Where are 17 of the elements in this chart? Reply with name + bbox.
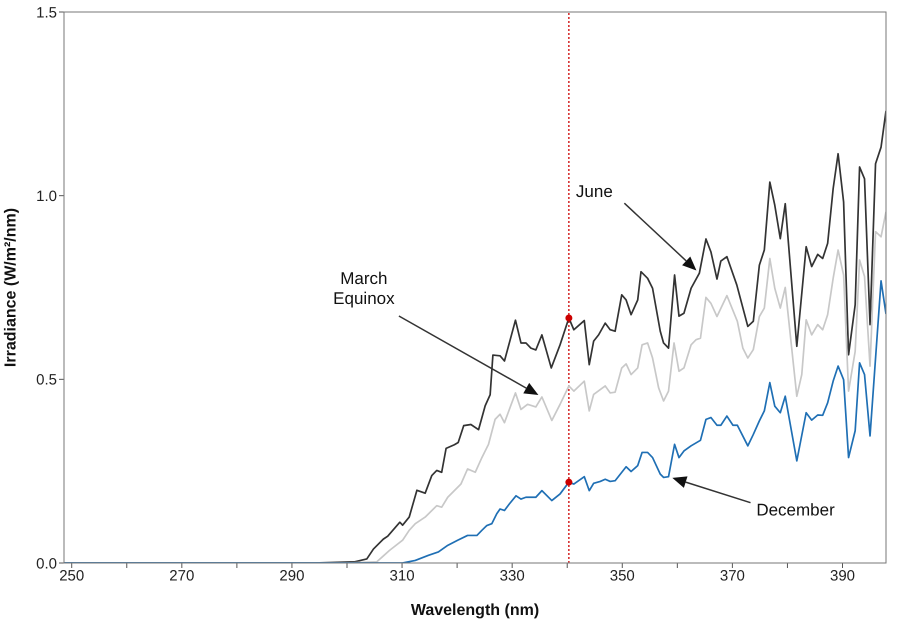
- x-tick-label: 250: [59, 568, 84, 585]
- x-tick-label: 330: [500, 568, 525, 585]
- x-tick-label: 310: [390, 568, 415, 585]
- y-tick-label: 0.0: [36, 555, 57, 572]
- x-tick-label: 390: [830, 568, 856, 585]
- x-tick-label: 270: [169, 568, 194, 585]
- annotation: December: [756, 500, 836, 520]
- y-tick-label: 0.5: [36, 372, 57, 389]
- y-tick-label: 1.0: [36, 188, 57, 205]
- x-tick-label: 350: [610, 568, 635, 585]
- y-tick-label: 1.5: [36, 4, 57, 22]
- x-axis-title: Wavelength (nm): [410, 602, 540, 619]
- annotation: March Equinox: [333, 268, 396, 308]
- x-tick-label: 370: [720, 568, 745, 585]
- x-tick-label: 290: [279, 568, 304, 585]
- annotation: June: [576, 182, 613, 202]
- y-axis-title: Irradiance (W/m²/nm): [2, 208, 20, 368]
